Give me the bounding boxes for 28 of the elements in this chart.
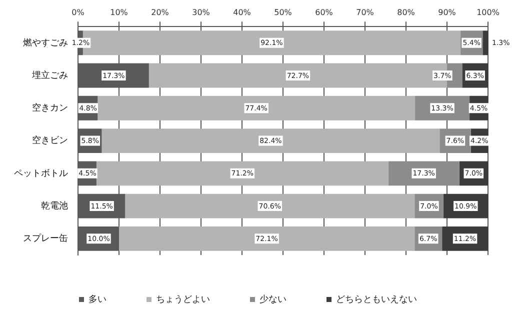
- x-tick-label: 30%: [192, 8, 210, 17]
- x-tick-label: 10%: [110, 8, 128, 17]
- y-tick-label: 燃やすごみ: [23, 37, 68, 48]
- bar: [98, 96, 416, 120]
- y-tick-label: 乾電池: [41, 200, 68, 212]
- x-tick-label: 80%: [397, 8, 416, 17]
- bar: [96, 161, 388, 186]
- bar: [482, 30, 488, 56]
- bar: [119, 226, 415, 251]
- y-tick-label: 空きビン: [32, 135, 68, 146]
- legend-label: 多い: [88, 294, 106, 305]
- y-tick-label: スプレー缶: [23, 233, 68, 244]
- legend-label: 少ない: [260, 294, 286, 305]
- x-tick-label: 0%: [72, 8, 85, 17]
- x-tick-label: 90%: [438, 8, 456, 17]
- y-tick-label: ペットボトル: [14, 168, 68, 179]
- bar: [102, 128, 440, 154]
- x-tick-label: 60%: [315, 8, 334, 17]
- x-tick-label: 100%: [476, 8, 500, 17]
- x-tick-label: 20%: [151, 8, 170, 17]
- x-tick-label: 70%: [356, 8, 374, 17]
- y-tick-label: 空きカン: [32, 102, 68, 114]
- x-tick-label: 40%: [233, 8, 252, 17]
- legend-label: ちょうどよい: [156, 294, 210, 305]
- legend-label: どちらともいえない: [336, 294, 417, 305]
- x-tick-label: 50%: [274, 8, 292, 17]
- y-tick-label: 埋立ごみ: [31, 70, 68, 81]
- bar: [125, 194, 415, 218]
